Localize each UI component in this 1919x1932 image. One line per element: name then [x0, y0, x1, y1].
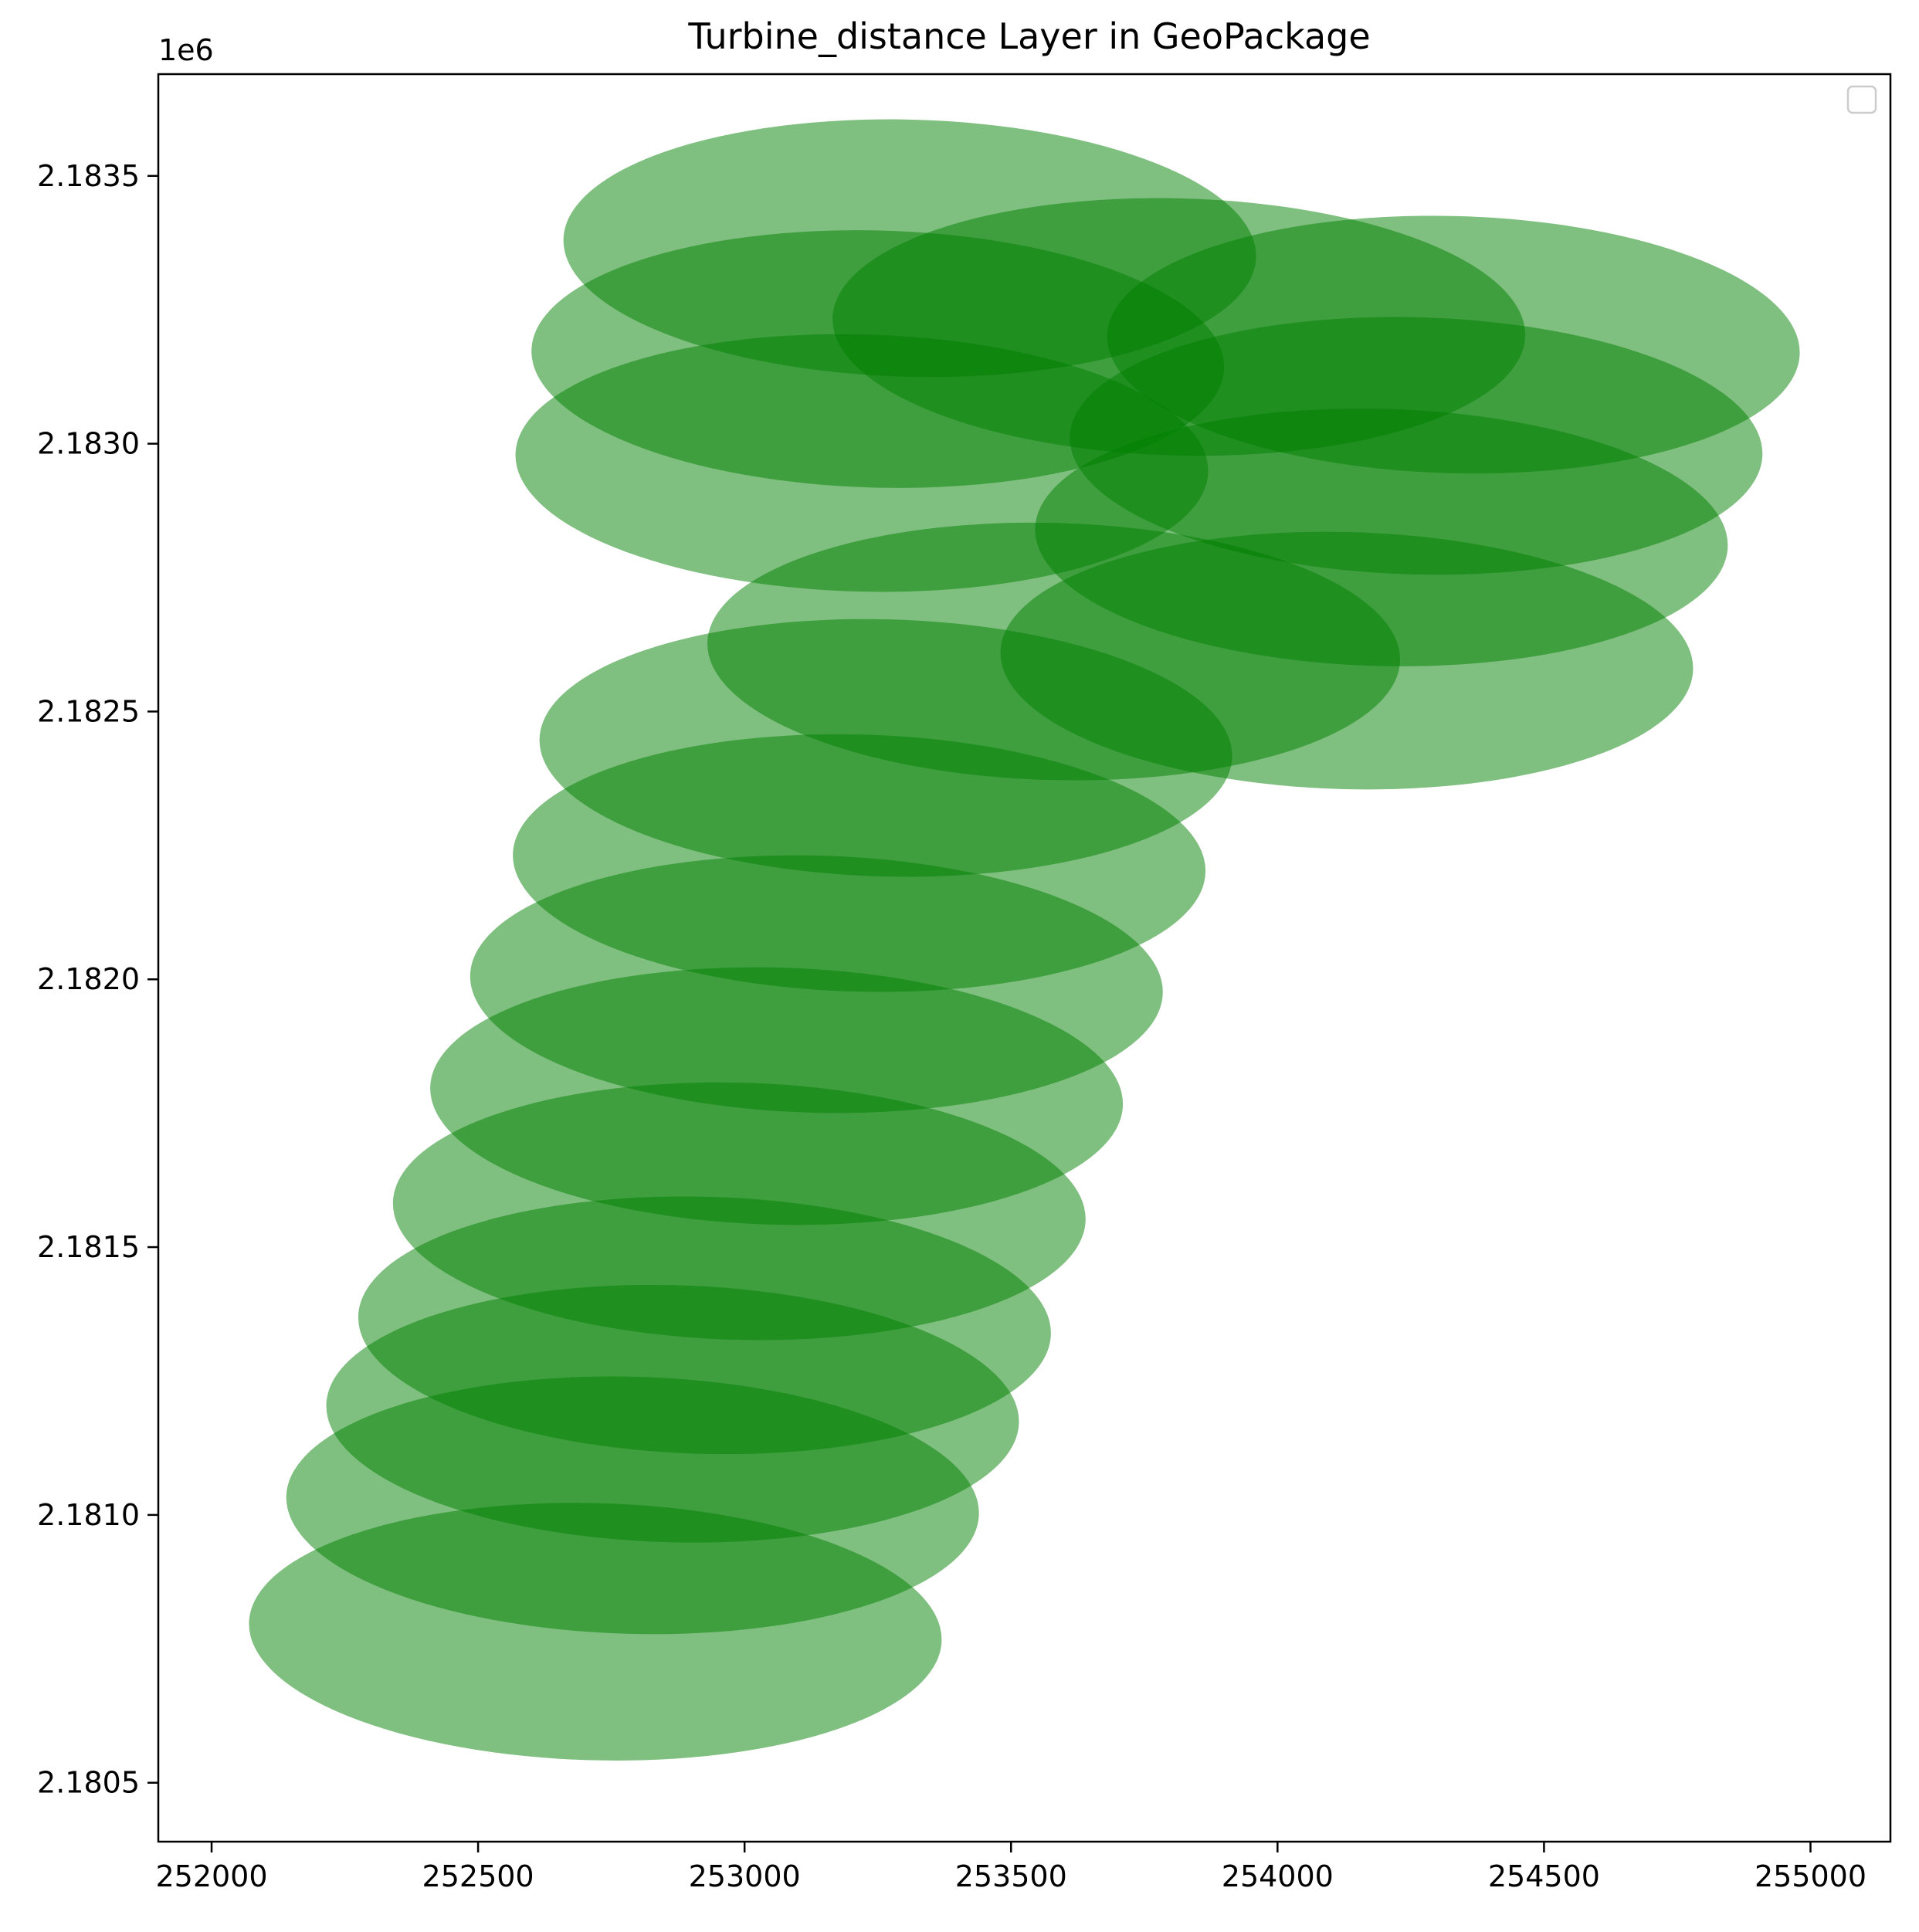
x-tick-label: 254500 [1488, 1859, 1600, 1893]
chart-title: Turbine_distance Layer in GeoPackage [687, 15, 1370, 57]
plot-frame [157, 73, 1892, 1843]
turbine-buffer-18 [832, 198, 1526, 456]
y-tick-label: 2.1805 [37, 1766, 140, 1800]
x-tick-label: 252500 [422, 1859, 534, 1893]
legend-box [1846, 85, 1877, 114]
x-tick-label: 253500 [955, 1859, 1067, 1893]
y-axis: 2.1805 2.1810 2.1815 2.1820 2.1825 2.1830 2.18… [37, 159, 158, 1800]
y-tick-label: 2.1835 [37, 159, 140, 193]
y-tick-label: 2.1810 [37, 1498, 140, 1532]
x-tick-label: 252000 [155, 1859, 267, 1893]
x-tick-label: 253000 [689, 1859, 801, 1893]
y-tick-label: 2.1830 [37, 427, 140, 461]
y-offset-label: 1e6 [158, 33, 214, 67]
y-tick-label: 2.1815 [37, 1230, 140, 1264]
buffer-polygons [249, 119, 1800, 1761]
y-tick-label: 2.1820 [37, 962, 140, 996]
x-tick-label: 255000 [1755, 1859, 1866, 1893]
x-axis: 252000 252500 253000 253500 254000 254500 2550… [155, 1842, 1866, 1893]
x-tick-label: 254000 [1222, 1859, 1334, 1893]
y-tick-label: 2.1825 [37, 694, 140, 728]
